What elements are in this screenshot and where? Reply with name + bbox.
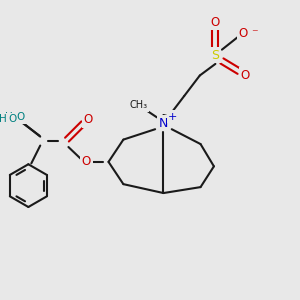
Text: +: + (168, 112, 178, 122)
Text: O: O (241, 69, 250, 82)
Text: O: O (238, 27, 247, 40)
Text: O: O (8, 114, 16, 124)
Text: CH₃: CH₃ (129, 100, 147, 110)
Text: O: O (211, 16, 220, 29)
Text: H: H (0, 114, 7, 124)
Text: S: S (212, 49, 219, 62)
Text: O: O (82, 155, 91, 168)
Text: O: O (84, 113, 93, 126)
Text: H: H (5, 112, 13, 122)
Text: ⁻: ⁻ (251, 27, 258, 40)
Text: O: O (17, 112, 25, 122)
Text: N: N (159, 117, 168, 130)
